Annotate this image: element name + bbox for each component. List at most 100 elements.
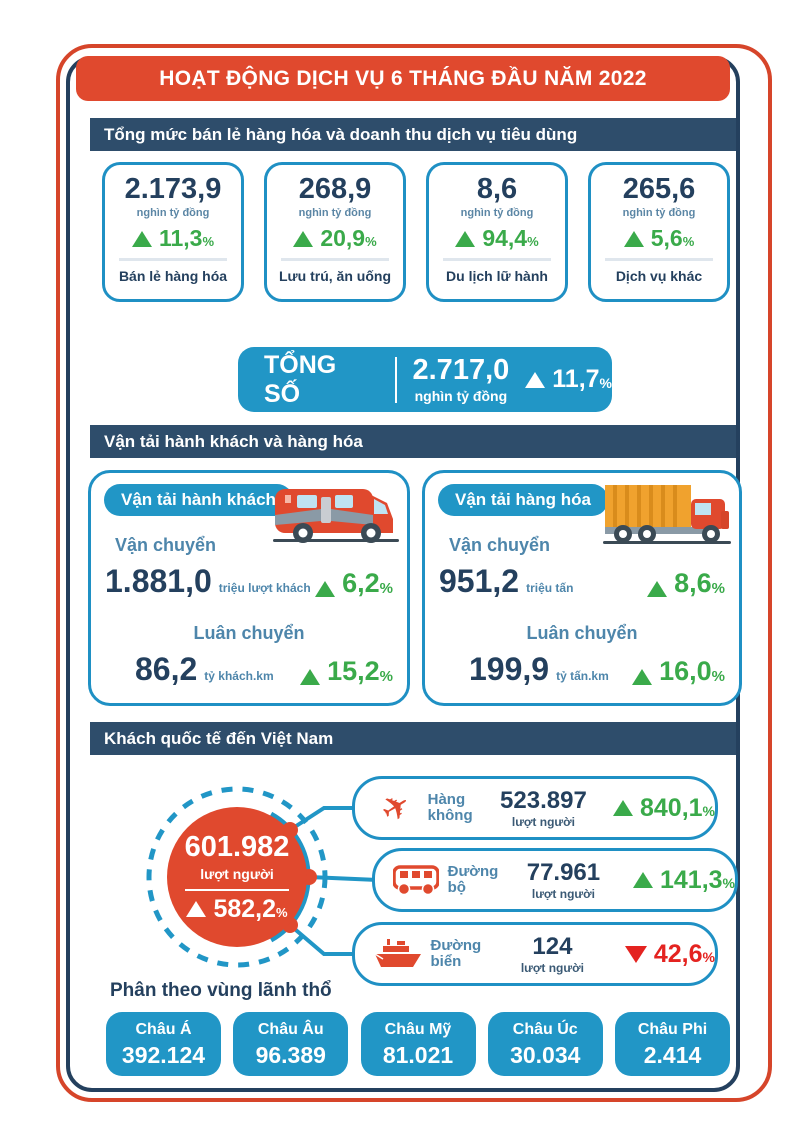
percent-sign: %	[276, 904, 288, 920]
mode-value: 124	[532, 932, 573, 960]
percent-sign: %	[722, 875, 735, 891]
region-pill-chau-a: Châu Á 392.124	[106, 1012, 221, 1076]
panel-title: Vận tải hàng hóa	[438, 484, 609, 516]
panel-title: Vận tải hành khách	[104, 484, 293, 516]
region-pill-chau-uc: Châu Úc 30.034	[487, 1012, 603, 1076]
card-value: 2.173,9	[124, 173, 222, 205]
divider	[394, 356, 397, 403]
stat-change: 6,2 %	[315, 570, 393, 597]
region-value: 2.414	[643, 1041, 702, 1068]
total-label: TỔNG SỐ	[264, 350, 337, 408]
region-label: Châu Úc	[512, 1020, 578, 1038]
retail-cards-row: 2.173,9 nghìn tỷ đồng 11,3 % Bán lẻ hàng…	[102, 162, 730, 302]
up-triangle-icon	[186, 901, 207, 917]
mode-unit: lượt người	[531, 886, 595, 901]
card-label: Lưu trú, ăn uống	[278, 268, 391, 284]
ship-icon	[369, 937, 426, 971]
visitors-diagram: 601.982 lượt người 582,2 % ✈ Hàng không …	[88, 762, 738, 994]
percent-sign: %	[202, 234, 215, 249]
percent-sign: %	[682, 234, 695, 249]
mode-box-road: Đường bộ 77.961 lượt người 141,3 %	[372, 848, 738, 912]
card-value: 8,6	[476, 173, 518, 205]
divider	[119, 258, 227, 261]
mode-label: Hàng không	[427, 790, 473, 824]
freight-traffic-line: 199,9 tỷ tấn.km 16,0 %	[439, 653, 725, 685]
total-visitors-value: 601.982	[184, 830, 290, 863]
up-triangle-icon	[525, 371, 546, 388]
up-triangle-icon	[612, 800, 633, 816]
card-unit: nghìn tỷ đồng	[136, 207, 210, 219]
percent-sign: %	[365, 234, 377, 249]
outer-red-frame	[56, 44, 772, 1102]
total-value-block: 2.717,0 nghìn tỷ đồng	[413, 356, 510, 404]
up-triangle-icon	[315, 581, 336, 597]
change-value: 840,1	[639, 793, 703, 822]
mode-value: 77.961	[526, 858, 601, 886]
change-value: 42,6	[653, 939, 703, 968]
mode-value: 523.897	[500, 786, 587, 814]
mode-change: 42,6 %	[624, 939, 715, 968]
stat-unit: triệu lượt khách	[218, 581, 311, 595]
container-truck-icon	[603, 481, 731, 552]
stat-unit: tỷ khách.km	[204, 669, 274, 683]
page-title: HOẠT ĐỘNG DỊCH VỤ 6 THÁNG ĐẦU NĂM 2022	[159, 66, 647, 90]
change-value: 141,3	[659, 865, 723, 894]
region-value: 81.021	[382, 1041, 454, 1068]
up-triangle-icon	[632, 669, 653, 685]
percent-sign: %	[379, 580, 393, 597]
section-header-retail-label: Tổng mức bán lẻ hàng hóa và doanh thu dị…	[104, 124, 578, 144]
row-label: Luân chuyển	[526, 623, 638, 643]
up-triangle-icon	[623, 230, 644, 247]
card-label: Dịch vụ khác	[615, 268, 703, 284]
mode-unit: lượt người	[520, 960, 584, 975]
card-label: Bán lẻ hàng hóa	[118, 268, 228, 284]
retail-card-dich-vu-khac: 265,6 nghìn tỷ đồng 5,6 % Dịch vụ khác	[588, 162, 730, 302]
change-value: 11,7	[552, 365, 600, 393]
mode-change: 141,3 %	[632, 865, 735, 894]
region-pill-chau-au: Châu Âu 96.389	[233, 1012, 349, 1076]
card-label: Du lịch lữ hành	[446, 268, 548, 284]
up-triangle-icon	[300, 669, 321, 685]
region-label: Châu Phi	[637, 1020, 708, 1038]
card-change: 20,9 %	[293, 227, 377, 250]
freight-carried-line: 951,2 triệu tấn 8,6 %	[439, 565, 725, 597]
stat-change: 15,2 %	[300, 658, 393, 685]
mode-box-sea: Đường biển 124 lượt người 42,6 %	[352, 922, 718, 986]
card-unit: nghìn tỷ đồng	[622, 207, 696, 219]
change-value: 15,2	[327, 656, 380, 686]
passenger-traffic-line: 86,2 tỷ khách.km 15,2 %	[105, 653, 393, 685]
row-label: Luân chuyển	[193, 623, 305, 643]
card-change: 5,6 %	[623, 227, 695, 250]
total-unit: nghìn tỷ đồng	[414, 388, 508, 404]
mode-label: Đường bộ	[447, 862, 499, 896]
total-banner: TỔNG SỐ 2.717,0 nghìn tỷ đồng 11,7 %	[238, 347, 612, 412]
card-unit: nghìn tỷ đồng	[460, 207, 534, 219]
row-label: Vận chuyển	[115, 535, 217, 555]
change-value: 94,4	[482, 225, 528, 251]
region-pills-row: Châu Á 392.124 Châu Âu 96.389 Châu Mỹ 81…	[106, 1012, 730, 1076]
change-value: 8,6	[674, 568, 712, 598]
region-pill-chau-my: Châu Mỹ 81.021	[360, 1012, 476, 1076]
stat-value: 951,2	[439, 563, 520, 599]
percent-sign: %	[711, 580, 725, 597]
region-label: Châu Âu	[257, 1020, 324, 1038]
up-triangle-icon	[647, 581, 668, 597]
region-pill-chau-phi: Châu Phi 2.414	[615, 1012, 730, 1076]
card-unit: nghìn tỷ đồng	[298, 207, 372, 219]
bus-icon	[389, 864, 444, 896]
visitors-total-circle: 601.982 lượt người 582,2 %	[167, 807, 307, 947]
divider	[185, 888, 289, 891]
stat-value: 1.881,0	[105, 563, 212, 599]
section-header-retail: Tổng mức bán lẻ hàng hóa và doanh thu dị…	[90, 118, 736, 151]
section-header-visitors-label: Khách quốc tế đến Việt Nam	[104, 728, 334, 748]
region-value: 392.124	[121, 1041, 206, 1068]
mode-change: 840,1 %	[612, 793, 715, 822]
divider	[443, 258, 551, 261]
section-header-transport: Vận tải hành khách và hàng hóa	[90, 425, 736, 458]
region-label: Châu Á	[135, 1020, 192, 1038]
region-value: 96.389	[255, 1041, 326, 1068]
passenger-carried-line: 1.881,0 triệu lượt khách 6,2 %	[105, 565, 393, 597]
up-triangle-icon	[455, 230, 476, 247]
region-breakdown-title: Phân theo vùng lãnh thổ	[110, 980, 332, 1001]
